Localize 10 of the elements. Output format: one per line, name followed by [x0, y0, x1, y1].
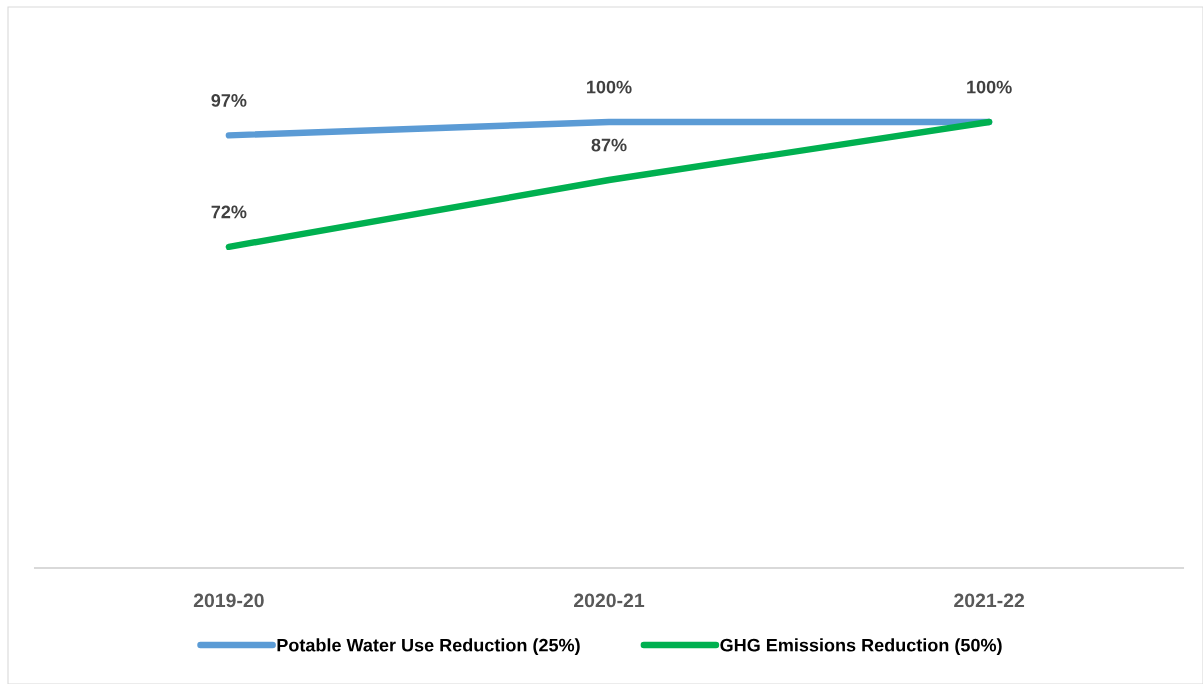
data-label: 72%	[211, 205, 247, 219]
data-label: 87%	[591, 138, 627, 152]
data-label: 97%	[211, 94, 247, 107]
data-label: 100%	[967, 80, 1012, 94]
x-tick-label: 2020-21	[574, 593, 645, 608]
legend-label: Potable Water Use Reduction (25%)	[277, 638, 580, 656]
legend-label: GHG Emissions Reduction (50%)	[720, 638, 1002, 656]
x-tick-label: 2021-22	[954, 593, 1025, 608]
data-label: 100%	[587, 80, 632, 94]
x-tick-label: 2019-20	[193, 593, 264, 608]
